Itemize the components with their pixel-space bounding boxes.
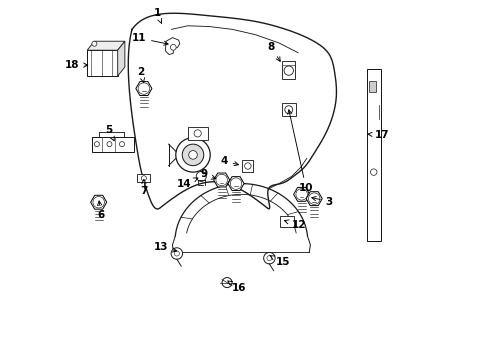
Circle shape [296, 189, 307, 200]
Text: 14: 14 [177, 178, 198, 189]
Circle shape [138, 83, 149, 94]
FancyBboxPatch shape [280, 216, 294, 226]
Text: 2: 2 [137, 67, 145, 83]
Bar [92, 136, 134, 152]
FancyBboxPatch shape [282, 61, 295, 79]
Circle shape [171, 44, 176, 50]
Polygon shape [166, 38, 180, 54]
Text: 5: 5 [105, 125, 114, 141]
Polygon shape [214, 173, 230, 187]
Text: 1: 1 [153, 8, 162, 24]
Polygon shape [136, 82, 152, 95]
Circle shape [230, 178, 242, 189]
Text: 12: 12 [285, 220, 306, 230]
FancyBboxPatch shape [369, 81, 375, 92]
Circle shape [171, 248, 183, 259]
Circle shape [284, 66, 294, 75]
Circle shape [309, 193, 320, 204]
Circle shape [267, 256, 272, 261]
Polygon shape [91, 195, 107, 209]
Polygon shape [294, 188, 310, 201]
Circle shape [93, 197, 104, 208]
Circle shape [107, 141, 112, 147]
Text: 3: 3 [312, 197, 333, 207]
Circle shape [174, 251, 179, 256]
FancyBboxPatch shape [242, 160, 253, 172]
Circle shape [182, 144, 204, 166]
Text: 6: 6 [97, 201, 104, 220]
Polygon shape [87, 41, 125, 50]
Text: 10: 10 [288, 110, 313, 193]
Polygon shape [118, 41, 125, 76]
Circle shape [370, 169, 377, 175]
Circle shape [194, 130, 201, 137]
Circle shape [176, 138, 210, 172]
Circle shape [189, 150, 197, 159]
Polygon shape [228, 177, 244, 190]
Text: 4: 4 [220, 156, 239, 166]
Circle shape [196, 171, 206, 181]
FancyBboxPatch shape [282, 103, 296, 116]
Bar [188, 127, 208, 140]
Text: 16: 16 [228, 281, 246, 293]
Circle shape [264, 252, 275, 264]
Bar [87, 50, 118, 76]
Circle shape [92, 41, 97, 46]
Circle shape [222, 278, 232, 288]
Text: 9: 9 [200, 169, 216, 179]
Text: 18: 18 [65, 60, 88, 70]
Text: 7: 7 [140, 180, 147, 197]
Circle shape [245, 163, 251, 169]
Circle shape [216, 174, 227, 186]
Circle shape [141, 176, 147, 181]
Circle shape [285, 106, 293, 114]
Polygon shape [306, 192, 322, 206]
FancyBboxPatch shape [137, 174, 150, 182]
Text: 11: 11 [131, 33, 168, 45]
FancyBboxPatch shape [367, 69, 381, 241]
Text: 17: 17 [368, 130, 390, 140]
Text: 8: 8 [267, 42, 280, 61]
Text: 15: 15 [270, 256, 290, 267]
Circle shape [120, 141, 124, 147]
Text: 13: 13 [153, 242, 177, 252]
Circle shape [95, 141, 99, 147]
